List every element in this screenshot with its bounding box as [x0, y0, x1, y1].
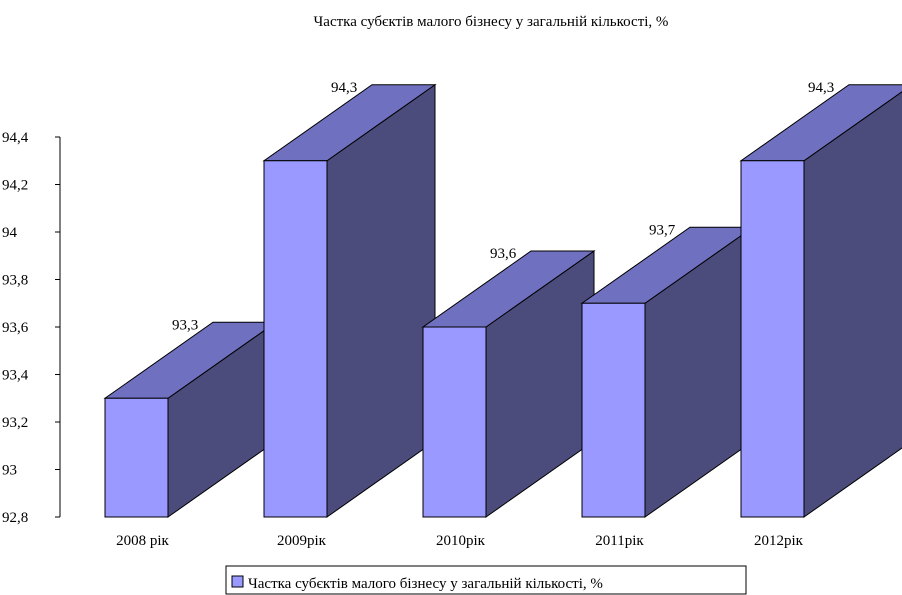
data-label: 94,3 [808, 80, 834, 96]
data-labels: 93,3 94,3 93,6 93,7 94,3 [172, 80, 834, 334]
y-tick-label: 94 [2, 225, 18, 241]
legend-swatch [231, 575, 244, 588]
x-tick-label: 2008 рік [116, 533, 169, 549]
bar-front [422, 326, 487, 518]
y-tick-label: 94,2 [2, 178, 28, 194]
chart-title: Частка субєктів малого бізнесу у загальн… [314, 14, 669, 30]
y-ticks: 92,8 93 93,2 93,4 93,6 93,8 94 94,2 94,4 [2, 130, 60, 526]
x-tick-label: 2010рік [436, 533, 486, 549]
x-tick-label: 2011рік [595, 533, 644, 549]
bar [580, 226, 755, 518]
bar-front [581, 302, 646, 518]
x-tick-labels: 2008 рік 2009рік 2010рік 2011рік 2012рік [116, 533, 804, 549]
data-label: 94,3 [331, 80, 357, 96]
legend-label: Частка субєктів малого бізнесу у загальн… [248, 576, 603, 592]
legend-box [225, 565, 747, 595]
legend: Частка субєктів малого бізнесу у загальн… [225, 565, 747, 595]
bar-front [740, 160, 805, 518]
bar-front [104, 397, 169, 518]
y-tick-label: 93,2 [2, 415, 28, 431]
x-tick-label: 2012рік [754, 533, 804, 549]
data-label: 93,3 [172, 317, 198, 333]
bar [103, 321, 278, 518]
y-tick-label: 93,4 [2, 368, 29, 384]
bar [739, 84, 902, 518]
bar [421, 250, 596, 518]
y-tick-label: 94,4 [2, 130, 29, 146]
y-tick-label: 93,8 [2, 273, 28, 289]
x-tick-label: 2009рік [277, 533, 327, 549]
y-tick-label: 93 [2, 463, 17, 479]
bar-front [263, 160, 328, 518]
data-label: 93,6 [490, 246, 517, 262]
y-tick-label: 93,6 [2, 320, 29, 336]
bar [262, 83, 437, 518]
data-label: 93,7 [649, 222, 676, 238]
bars [103, 83, 902, 518]
y-tick-label: 92,8 [2, 510, 28, 526]
